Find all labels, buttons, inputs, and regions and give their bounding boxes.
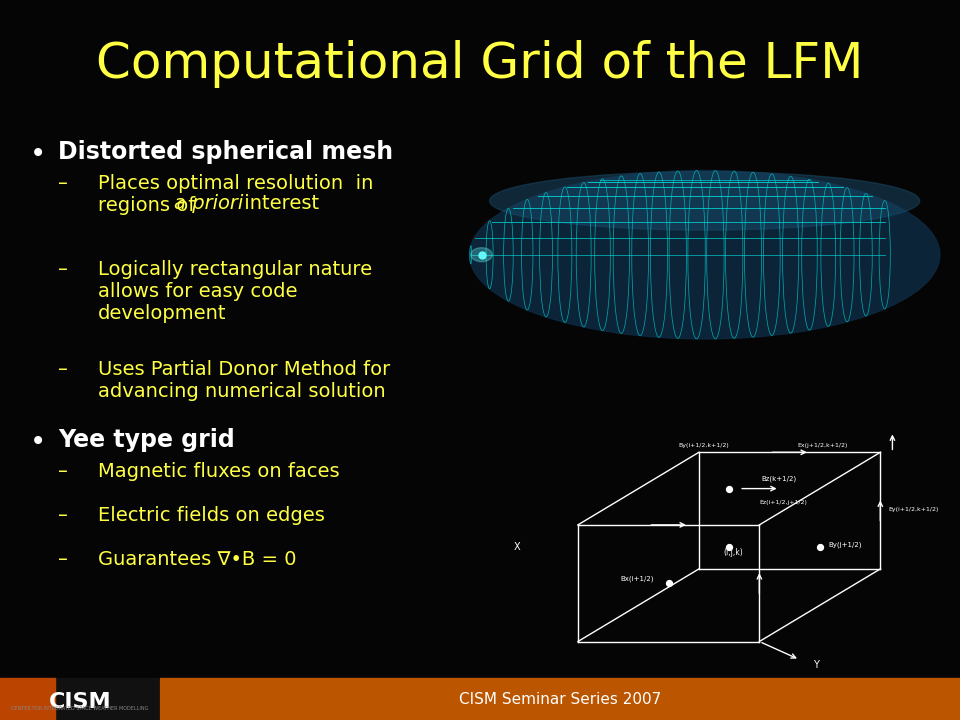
- Text: interest: interest: [238, 194, 319, 213]
- Text: –: –: [58, 360, 68, 379]
- Text: •: •: [30, 140, 46, 168]
- Text: Ez(i+1/2,j+1/2): Ez(i+1/2,j+1/2): [759, 500, 807, 505]
- Text: Places optimal resolution  in
regions of: Places optimal resolution in regions of: [98, 174, 373, 215]
- Text: Y: Y: [813, 660, 819, 670]
- Text: Bz(k+1/2): Bz(k+1/2): [761, 476, 797, 482]
- Ellipse shape: [469, 171, 940, 339]
- Text: Magnetic fluxes on faces: Magnetic fluxes on faces: [98, 462, 340, 481]
- Text: CISM Seminar Series 2007: CISM Seminar Series 2007: [459, 691, 661, 706]
- Text: –: –: [58, 462, 68, 481]
- Text: Logically rectangular nature
allows for easy code
development: Logically rectangular nature allows for …: [98, 260, 372, 323]
- Text: Guarantees ∇•B = 0: Guarantees ∇•B = 0: [98, 550, 297, 569]
- Text: Bx(i+1/2): Bx(i+1/2): [620, 575, 654, 582]
- Point: [474, 249, 490, 261]
- Bar: [160, 678, 960, 720]
- Point: [722, 541, 737, 553]
- Point: [722, 483, 737, 495]
- Ellipse shape: [470, 248, 492, 262]
- Bar: [0, 678, 158, 720]
- Text: By(j+1/2): By(j+1/2): [828, 542, 861, 549]
- Text: a priori: a priori: [174, 194, 243, 213]
- Text: Distorted spherical mesh: Distorted spherical mesh: [58, 140, 394, 164]
- Text: CENTER FOR INTEGRATED SPACE WEATHER MODELLING: CENTER FOR INTEGRATED SPACE WEATHER MODE…: [12, 706, 149, 711]
- Text: (i,j,k): (i,j,k): [723, 548, 743, 557]
- Text: Uses Partial Donor Method for
advancing numerical solution: Uses Partial Donor Method for advancing …: [98, 360, 391, 401]
- Text: Ex(j+1/2,k+1/2): Ex(j+1/2,k+1/2): [798, 443, 848, 448]
- Text: –: –: [58, 550, 68, 569]
- Text: CISM: CISM: [49, 692, 111, 712]
- Text: •: •: [30, 428, 46, 456]
- Bar: [0, 678, 55, 720]
- Point: [660, 577, 676, 589]
- Text: Computational Grid of the LFM: Computational Grid of the LFM: [96, 40, 864, 88]
- Text: Ey(i+1/2,k+1/2): Ey(i+1/2,k+1/2): [888, 507, 939, 512]
- Text: Electric fields on edges: Electric fields on edges: [98, 506, 324, 525]
- Text: –: –: [58, 260, 68, 279]
- Text: Yee type grid: Yee type grid: [58, 428, 235, 452]
- Text: –: –: [58, 174, 68, 193]
- Ellipse shape: [490, 171, 920, 230]
- Text: X: X: [515, 542, 520, 552]
- Bar: [0, 678, 960, 720]
- Text: By(i+1/2,k+1/2): By(i+1/2,k+1/2): [679, 443, 730, 448]
- Text: –: –: [58, 506, 68, 525]
- Point: [812, 541, 828, 553]
